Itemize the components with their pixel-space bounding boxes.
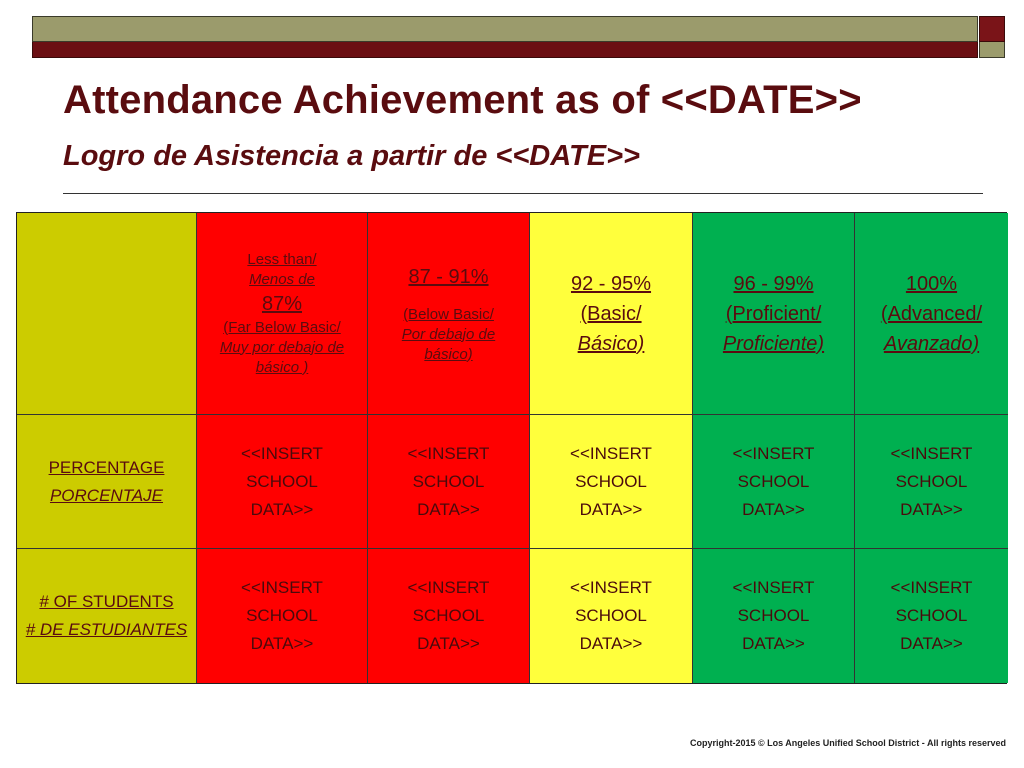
data-line: DATA>> bbox=[417, 634, 480, 653]
row-label-students: # OF STUDENTS # DE ESTUDIANTES bbox=[17, 549, 197, 683]
header-cell-advanced: 100% (Advanced/ Avanzado) bbox=[855, 213, 1008, 415]
data-line: SCHOOL bbox=[412, 471, 485, 491]
data-line: SCHOOL bbox=[895, 606, 968, 625]
data-line: <<INSERT bbox=[241, 578, 323, 597]
page-title: Attendance Achievement as of <<DATE>> bbox=[63, 78, 862, 122]
header-line: (Advanced/ bbox=[880, 302, 983, 325]
header-line: Básico) bbox=[577, 332, 645, 355]
data-line: <<INSERT bbox=[407, 443, 490, 463]
header-cell-basic: 92 - 95% (Basic/ Básico) bbox=[530, 213, 693, 415]
header-corner-cell bbox=[17, 213, 197, 415]
data-line: <<INSERT bbox=[890, 443, 973, 463]
data-line: <<INSERT bbox=[241, 443, 323, 463]
row-label-en: # OF STUDENTS bbox=[39, 592, 174, 611]
title-divider bbox=[63, 193, 983, 194]
header-line: Menos de bbox=[249, 270, 315, 288]
data-line: DATA>> bbox=[417, 499, 480, 519]
row-label-en: PERCENTAGE bbox=[48, 457, 165, 477]
data-cell: <<INSERT SCHOOL DATA>> bbox=[530, 549, 693, 683]
decorative-bar-top bbox=[32, 16, 978, 42]
copyright-notice: Copyright-2015 © Los Angeles Unified Sch… bbox=[689, 738, 1006, 748]
header-range: 92 - 95% bbox=[570, 272, 652, 295]
data-line: <<INSERT bbox=[732, 443, 815, 463]
data-line: <<INSERT bbox=[732, 578, 815, 597]
data-line: DATA>> bbox=[250, 634, 314, 653]
data-line: <<INSERT bbox=[407, 578, 490, 597]
data-line: DATA>> bbox=[250, 499, 314, 519]
row-label-percentage: PERCENTAGE PORCENTAJE bbox=[17, 415, 197, 549]
data-cell: <<INSERT SCHOOL DATA>> bbox=[693, 549, 855, 683]
row-label-es: PORCENTAJE bbox=[49, 485, 164, 505]
data-cell: <<INSERT SCHOOL DATA>> bbox=[693, 415, 855, 549]
header-line: básico ) bbox=[255, 358, 309, 376]
data-line: DATA>> bbox=[900, 634, 963, 653]
data-line: DATA>> bbox=[900, 499, 963, 519]
decorative-square-top bbox=[979, 16, 1005, 42]
header-line: básico) bbox=[424, 345, 473, 363]
header-line: (Below Basic/ bbox=[403, 305, 494, 323]
header-range: 100% bbox=[905, 272, 958, 295]
page-subtitle: Logro de Asistencia a partir de <<DATE>> bbox=[63, 140, 640, 172]
data-line: <<INSERT bbox=[570, 578, 652, 597]
data-cell: <<INSERT SCHOOL DATA>> bbox=[530, 415, 693, 549]
data-line: DATA>> bbox=[579, 499, 643, 519]
data-cell: <<INSERT SCHOOL DATA>> bbox=[855, 549, 1008, 683]
header-line: (Proficient/ bbox=[725, 302, 822, 325]
data-cell: <<INSERT SCHOOL DATA>> bbox=[368, 549, 530, 683]
header-range: 87 - 91% bbox=[408, 265, 489, 288]
data-line: DATA>> bbox=[579, 634, 643, 653]
header-range: 87% bbox=[261, 292, 303, 315]
header-line: Muy por debajo de bbox=[219, 338, 345, 356]
header-cell-proficient: 96 - 99% (Proficient/ Proficiente) bbox=[693, 213, 855, 415]
data-line: SCHOOL bbox=[737, 606, 810, 625]
attendance-table: Less than/ Menos de 87% (Far Below Basic… bbox=[16, 212, 1008, 684]
header-cell-far-below-basic: Less than/ Menos de 87% (Far Below Basic… bbox=[197, 213, 368, 415]
header-line: Proficiente) bbox=[722, 332, 825, 355]
data-line: SCHOOL bbox=[412, 606, 485, 625]
data-line: SCHOOL bbox=[246, 606, 318, 625]
header-line: Avanzado) bbox=[883, 332, 980, 355]
data-line: DATA>> bbox=[742, 499, 805, 519]
header-range: 96 - 99% bbox=[733, 272, 814, 295]
data-cell: <<INSERT SCHOOL DATA>> bbox=[368, 415, 530, 549]
data-cell: <<INSERT SCHOOL DATA>> bbox=[855, 415, 1008, 549]
header-line: (Far Below Basic/ bbox=[223, 318, 341, 336]
decorative-bar-bottom bbox=[32, 42, 978, 58]
data-line: SCHOOL bbox=[895, 471, 968, 491]
data-line: DATA>> bbox=[742, 634, 805, 653]
data-line: SCHOOL bbox=[737, 471, 810, 491]
row-label-es: # DE ESTUDIANTES bbox=[25, 620, 188, 639]
data-cell: <<INSERT SCHOOL DATA>> bbox=[197, 549, 368, 683]
data-line: SCHOOL bbox=[575, 471, 647, 491]
header-line: Less than/ bbox=[247, 250, 317, 268]
decorative-square-bottom bbox=[979, 42, 1005, 58]
data-line: <<INSERT bbox=[890, 578, 973, 597]
data-line: SCHOOL bbox=[246, 471, 318, 491]
header-cell-below-basic: 87 - 91% (Below Basic/ Por debajo de bás… bbox=[368, 213, 530, 415]
header-line: Por debajo de bbox=[401, 325, 496, 343]
data-cell: <<INSERT SCHOOL DATA>> bbox=[197, 415, 368, 549]
data-line: <<INSERT bbox=[570, 443, 652, 463]
data-line: SCHOOL bbox=[575, 606, 647, 625]
header-line: (Basic/ bbox=[580, 302, 642, 325]
